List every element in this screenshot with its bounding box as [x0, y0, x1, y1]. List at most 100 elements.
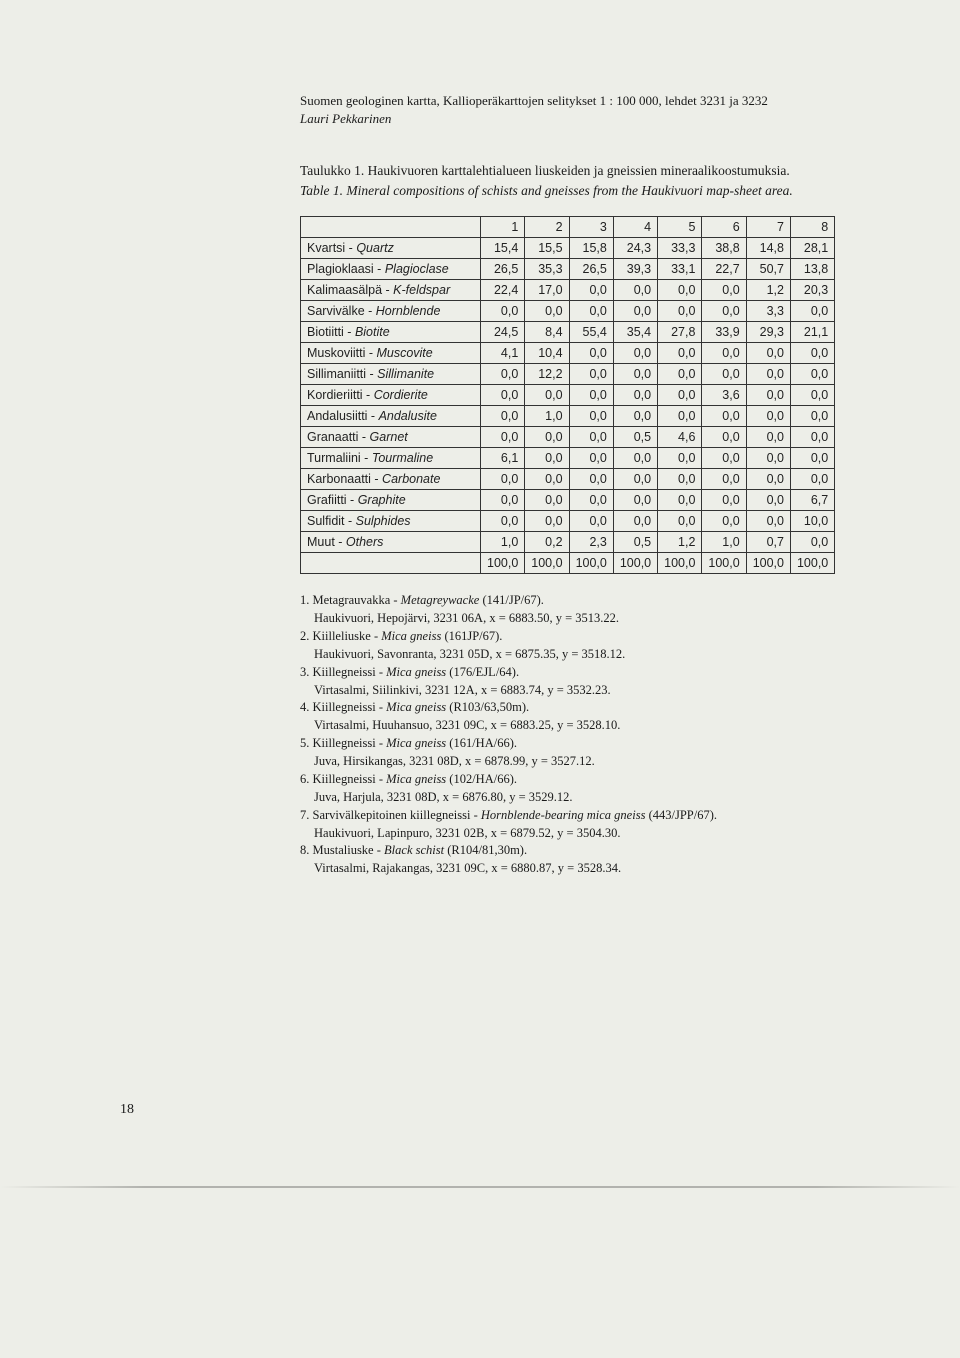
cell-value: 0,0	[658, 301, 702, 322]
note-line: 5. Kiillegneissi - Mica gneiss (161/HA/6…	[300, 735, 890, 752]
cell-value: 0,0	[790, 532, 834, 553]
table-row: Kvartsi - Quartz15,415,515,824,333,338,8…	[301, 238, 835, 259]
cell-value: 15,8	[569, 238, 613, 259]
cell-value: 0,0	[569, 385, 613, 406]
row-label: Kalimaasälpä - K-feldspar	[301, 280, 481, 301]
cell-value: 0,5	[613, 427, 657, 448]
cell-value: 0,0	[746, 406, 790, 427]
cell-value: 8,4	[525, 322, 569, 343]
cell-value: 1,0	[481, 532, 525, 553]
table-caption: Taulukko 1. Haukivuoren karttalehtialuee…	[300, 161, 890, 200]
col-7: 7	[746, 217, 790, 238]
cell-value: 0,0	[658, 490, 702, 511]
row-label: Andalusiitti - Andalusite	[301, 406, 481, 427]
row-label: Muskoviitti - Muscovite	[301, 343, 481, 364]
row-label: Biotiitti - Biotite	[301, 322, 481, 343]
row-label: Karbonaatti - Carbonate	[301, 469, 481, 490]
cell-value: 24,3	[613, 238, 657, 259]
document-page: Suomen geologinen kartta, Kallioperäkart…	[0, 0, 960, 1358]
cell-value: 0,7	[746, 532, 790, 553]
table-row: Muskoviitti - Muscovite4,110,40,00,00,00…	[301, 343, 835, 364]
cell-value: 22,7	[702, 259, 746, 280]
cell-value: 3,3	[746, 301, 790, 322]
cell-value: 10,4	[525, 343, 569, 364]
table-row: Sarvivälke - Hornblende0,00,00,00,00,00,…	[301, 301, 835, 322]
cell-value: 0,0	[525, 385, 569, 406]
table-row: Andalusiitti - Andalusite0,01,00,00,00,0…	[301, 406, 835, 427]
cell-value: 22,4	[481, 280, 525, 301]
cell-value: 0,0	[746, 385, 790, 406]
cell-value: 0,0	[658, 448, 702, 469]
col-8: 8	[790, 217, 834, 238]
total-value: 100,0	[525, 553, 569, 574]
total-value: 100,0	[658, 553, 702, 574]
cell-value: 0,0	[658, 385, 702, 406]
row-label: Sillimaniitti - Sillimanite	[301, 364, 481, 385]
mineral-table: 1 2 3 4 5 6 7 8 Kvartsi - Quartz15,415,5…	[300, 216, 835, 574]
note-line: 8. Mustaliuske - Black schist (R104/81,3…	[300, 842, 890, 859]
cell-value: 0,0	[481, 301, 525, 322]
cell-value: 0,0	[746, 364, 790, 385]
cell-value: 35,4	[613, 322, 657, 343]
col-2: 2	[525, 217, 569, 238]
total-value: 100,0	[613, 553, 657, 574]
cell-value: 0,0	[746, 448, 790, 469]
cell-value: 0,0	[702, 448, 746, 469]
cell-value: 0,0	[702, 469, 746, 490]
cell-value: 0,0	[658, 364, 702, 385]
note-subline: Haukivuori, Savonranta, 3231 05D, x = 68…	[314, 646, 890, 663]
total-value: 100,0	[746, 553, 790, 574]
cell-value: 0,0	[569, 469, 613, 490]
cell-value: 0,0	[525, 469, 569, 490]
cell-value: 0,0	[613, 301, 657, 322]
caption-fi: Taulukko 1. Haukivuoren karttalehtialuee…	[300, 161, 890, 181]
cell-value: 10,0	[790, 511, 834, 532]
cell-value: 27,8	[658, 322, 702, 343]
cell-value: 0,0	[613, 490, 657, 511]
cell-value: 0,0	[790, 385, 834, 406]
cell-value: 26,5	[569, 259, 613, 280]
cell-value: 0,0	[790, 343, 834, 364]
cell-value: 15,4	[481, 238, 525, 259]
table-row: Biotiitti - Biotite24,58,455,435,427,833…	[301, 322, 835, 343]
cell-value: 0,0	[790, 364, 834, 385]
cell-value: 0,0	[613, 448, 657, 469]
header-author: Lauri Pekkarinen	[300, 110, 890, 128]
running-header: Suomen geologinen kartta, Kallioperäkart…	[300, 92, 890, 127]
note-subline: Juva, Harjula, 3231 08D, x = 6876.80, y …	[314, 789, 890, 806]
cell-value: 0,0	[702, 490, 746, 511]
cell-value: 0,0	[569, 343, 613, 364]
cell-value: 0,0	[613, 406, 657, 427]
cell-value: 1,2	[658, 532, 702, 553]
cell-value: 0,0	[702, 301, 746, 322]
cell-value: 0,0	[790, 469, 834, 490]
cell-value: 1,0	[525, 406, 569, 427]
total-value: 100,0	[790, 553, 834, 574]
cell-value: 0,0	[702, 364, 746, 385]
cell-value: 50,7	[746, 259, 790, 280]
cell-value: 0,0	[525, 511, 569, 532]
cell-value: 4,6	[658, 427, 702, 448]
cell-value: 13,8	[790, 259, 834, 280]
cell-value: 38,8	[702, 238, 746, 259]
col-4: 4	[613, 217, 657, 238]
cell-value: 0,0	[702, 280, 746, 301]
cell-value: 6,1	[481, 448, 525, 469]
note-line: 7. Sarvivälkepitoinen kiillegneissi - Ho…	[300, 807, 890, 824]
cell-value: 1,2	[746, 280, 790, 301]
table-row: Plagioklaasi - Plagioclase26,535,326,539…	[301, 259, 835, 280]
cell-value: 4,1	[481, 343, 525, 364]
cell-value: 33,9	[702, 322, 746, 343]
cell-value: 0,0	[481, 469, 525, 490]
cell-value: 0,0	[613, 343, 657, 364]
page-number: 18	[120, 1102, 134, 1118]
cell-value: 0,5	[613, 532, 657, 553]
mineral-table-wrap: 1 2 3 4 5 6 7 8 Kvartsi - Quartz15,415,5…	[300, 216, 890, 574]
cell-value: 0,0	[746, 490, 790, 511]
total-value: 100,0	[481, 553, 525, 574]
col-6: 6	[702, 217, 746, 238]
cell-value: 0,0	[569, 427, 613, 448]
cell-value: 17,0	[525, 280, 569, 301]
note-subline: Virtasalmi, Rajakangas, 3231 09C, x = 68…	[314, 860, 890, 877]
row-label: Grafiitti - Graphite	[301, 490, 481, 511]
